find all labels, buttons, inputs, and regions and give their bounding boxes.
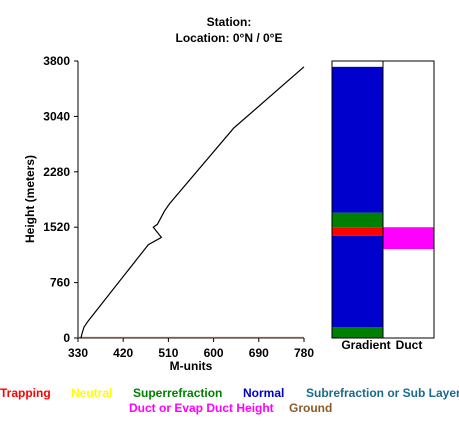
legend-normal: Normal: [243, 386, 284, 400]
location-label: Location: 0°N / 0°E: [176, 31, 283, 45]
m-unit-profile-line: [80, 66, 305, 339]
legend-subrefraction-or-sub-layer: Subrefraction or Sub Layer: [306, 386, 459, 400]
y-tick-label: 0: [63, 331, 70, 345]
gradient-duct-columns: [331, 60, 435, 339]
legend-trapping: Trapping: [0, 386, 51, 400]
gradient-band: [332, 235, 383, 328]
y-tick-label: 760: [50, 276, 70, 290]
duct-column: [383, 61, 434, 338]
y-tick-label: 3040: [43, 109, 70, 123]
x-tick-label: 330: [68, 346, 88, 360]
legend-duct-or-evap-duct-height: Duct or Evap Duct Height: [129, 401, 274, 415]
gradient-band: [332, 327, 383, 338]
gradient-band: [332, 227, 383, 236]
y-tick-label: 1520: [43, 220, 70, 234]
y-tick-label: 3800: [43, 54, 70, 68]
legend-neutral: Neutral: [71, 386, 112, 400]
x-tick-label: 780: [294, 346, 314, 360]
y-tick-label: 2280: [43, 165, 70, 179]
gradient-band: [332, 66, 383, 213]
x-tick-label: 690: [249, 346, 269, 360]
station-label: Station:: [207, 15, 252, 29]
x-tick-label: 600: [204, 346, 224, 360]
x-tick-label: 510: [158, 346, 178, 360]
gradient-band: [332, 212, 383, 228]
legend-ground: Ground: [289, 401, 332, 415]
legend: Trapping Neutral Superrefraction Normal Subr…: [0, 386, 459, 415]
y-axis-title: Height (meters): [23, 155, 37, 243]
plot-area: 0 760 1520 2280 3040 3800 330 420 510 600 690 780: [43, 54, 314, 360]
x-tick-label: 420: [113, 346, 133, 360]
legend-superrefraction: Superrefraction: [133, 386, 222, 400]
gradient-column-label: Gradient: [341, 338, 390, 352]
duct-column-border: [382, 60, 435, 339]
duct-column-label: Duct: [396, 338, 423, 352]
x-axis-title: M-units: [170, 359, 213, 373]
duct-band: [383, 227, 434, 250]
